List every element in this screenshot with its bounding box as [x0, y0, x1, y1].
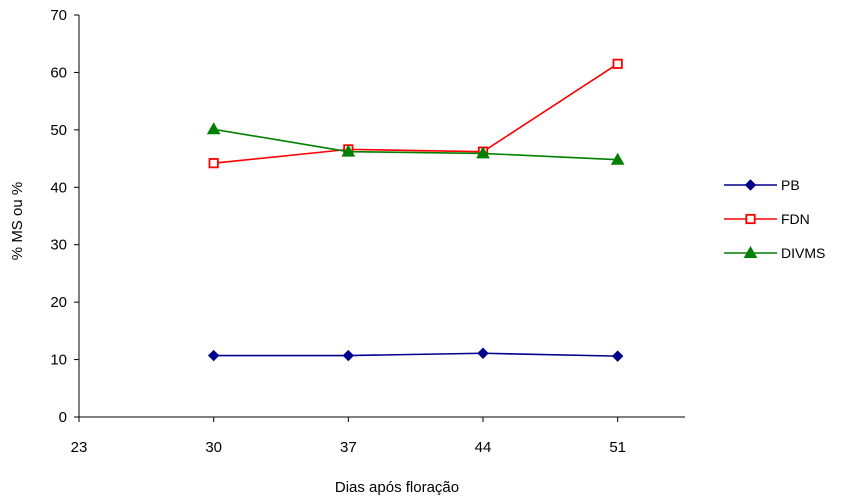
y-tick-label: 40	[50, 179, 67, 196]
legend-item-pb: PB	[724, 177, 800, 193]
y-tick-label: 60	[50, 64, 67, 81]
legend-marker-pb	[744, 179, 757, 191]
legend-item-fdn: FDN	[724, 211, 810, 227]
x-tick-label: 23	[71, 439, 88, 456]
data-point-pb	[477, 347, 489, 359]
data-point-divms	[610, 152, 625, 165]
series-layer	[206, 58, 625, 362]
y-axis-title: % MS ou %	[9, 182, 26, 260]
y-tick-label: 50	[50, 122, 67, 139]
y-tick-label: 10	[50, 352, 67, 369]
series-line-fdn	[213, 63, 619, 164]
x-tick-label: 51	[609, 439, 626, 456]
axes: 0 10 20 30 40 50 60 70 23 30 37 44 51	[50, 7, 685, 456]
data-point-divms	[476, 146, 490, 159]
legend: PB FDN DIVMS	[724, 177, 825, 261]
series-line-divms	[213, 128, 618, 161]
legend-marker-divms	[743, 245, 758, 258]
data-point-fdn	[612, 58, 623, 69]
series-fdn	[208, 58, 623, 169]
data-point-fdn	[208, 158, 219, 169]
legend-marker-fdn	[745, 213, 756, 225]
x-axis-title: Dias após floração	[335, 479, 459, 496]
data-point-pb	[611, 350, 624, 362]
x-tick-label: 44	[475, 439, 492, 456]
legend-label-pb: PB	[781, 177, 800, 193]
legend-label-fdn: FDN	[781, 211, 810, 227]
legend-item-divms: DIVMS	[724, 245, 825, 261]
series-divms	[206, 122, 625, 165]
legend-label-divms: DIVMS	[781, 245, 825, 261]
series-line-pb	[213, 352, 618, 357]
series-pb	[207, 347, 624, 362]
y-tick-label: 0	[59, 409, 67, 426]
y-tick-label: 70	[50, 7, 67, 24]
y-tick-label: 30	[50, 237, 67, 254]
data-point-pb	[342, 349, 355, 362]
x-tick-label: 30	[205, 439, 222, 456]
x-tick-label: 37	[340, 439, 357, 456]
data-point-divms	[341, 144, 356, 157]
y-tick-label: 20	[50, 294, 67, 311]
data-point-pb	[207, 349, 220, 362]
data-point-divms	[206, 122, 221, 135]
